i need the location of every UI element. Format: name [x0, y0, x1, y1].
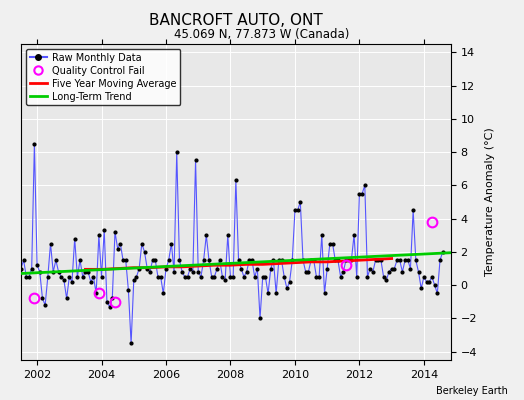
- Title: BANCROFT AUTO, ONT: BANCROFT AUTO, ONT: [149, 12, 323, 28]
- Y-axis label: Temperature Anomaly (°C): Temperature Anomaly (°C): [485, 128, 495, 276]
- Text: 45.069 N, 77.873 W (Canada): 45.069 N, 77.873 W (Canada): [174, 28, 350, 41]
- Text: Berkeley Earth: Berkeley Earth: [436, 386, 508, 396]
- Legend: Raw Monthly Data, Quality Control Fail, Five Year Moving Average, Long-Term Tren: Raw Monthly Data, Quality Control Fail, …: [26, 49, 180, 105]
